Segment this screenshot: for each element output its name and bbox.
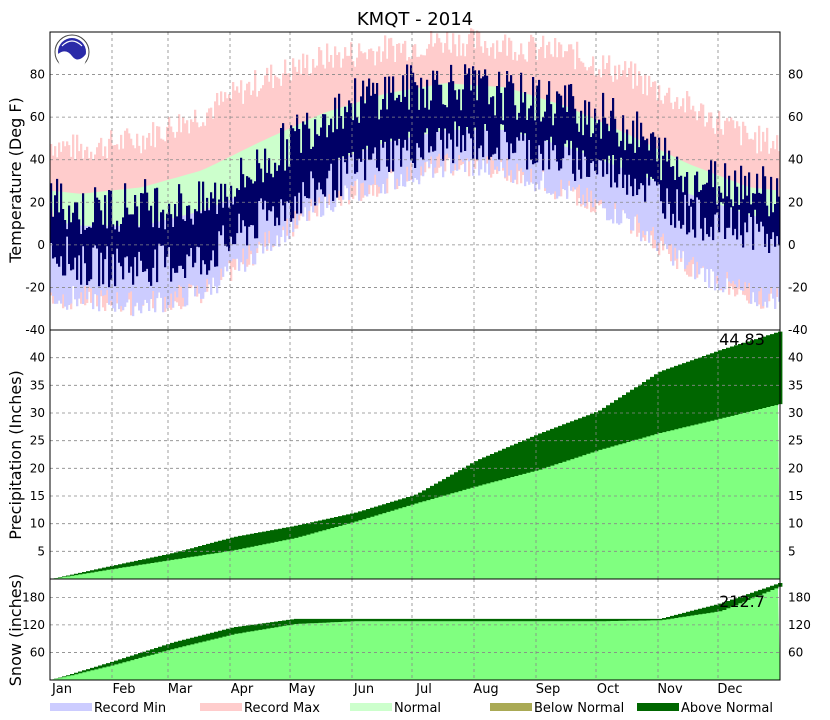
snow-tick-left-1: 120	[22, 618, 45, 632]
month-label-sep: Sep	[536, 682, 561, 697]
month-label-dec: Dec	[717, 682, 742, 697]
legend-label-0: Record Min	[94, 701, 166, 716]
precipitation-tick-left-7: 40	[30, 351, 45, 365]
precipitation-tick-left-3: 20	[30, 461, 45, 475]
legend-swatch-1	[200, 703, 242, 711]
snow-tick-right-2: 180	[788, 590, 811, 604]
precipitation-tick-left-5: 30	[30, 406, 45, 420]
snow-tick-right-0: 60	[788, 645, 803, 659]
precipitation-tick-right-5: 30	[788, 406, 803, 420]
legend-label-2: Normal	[394, 701, 441, 716]
normal-band	[50, 83, 780, 226]
month-label-apr: Apr	[231, 682, 254, 697]
snow-tick-left-0: 60	[30, 645, 45, 659]
precip-ylabel: Precipitation (Inches)	[6, 370, 25, 540]
month-label-jul: Jul	[415, 682, 432, 697]
temperature-tick-left-4: 40	[30, 153, 45, 167]
month-label-may: May	[289, 682, 316, 697]
panel-temperature: -40 -40 -20 -20 0 0 20 20 40 40 60 60 80 80	[25, 28, 808, 337]
snow-ylabel: Snow (inches)	[6, 574, 25, 686]
legend: Record Min Record Max Normal Below Normal Ab…	[50, 701, 773, 716]
temperature-tick-left-6: 80	[30, 68, 45, 82]
month-label-jun: Jun	[353, 682, 374, 697]
legend-label-3: Below Normal	[534, 701, 624, 716]
month-label-oct: Oct	[597, 682, 619, 697]
snow-tick-left-2: 180	[22, 590, 45, 604]
temperature-tick-left-1: -20	[25, 280, 45, 294]
legend-swatch-0	[50, 703, 92, 711]
legend-swatch-4	[637, 703, 679, 711]
precipitation-tick-left-4: 25	[30, 434, 45, 448]
precipitation-above-normal	[54, 331, 783, 579]
month-label-feb: Feb	[112, 682, 135, 697]
legend-label-1: Record Max	[244, 701, 320, 716]
observed-temps	[50, 64, 781, 288]
precipitation-tick-right-2: 15	[788, 489, 803, 503]
temperature-tick-right-3: 20	[788, 195, 803, 209]
snow-frame	[49, 578, 781, 681]
temp-ylabel: Temperature (Deg F)	[6, 97, 25, 264]
temperature-tick-right-6: 80	[788, 68, 803, 82]
panels-group: -40 -40 -20 -20 0 0 20 20 40 40 60 60 80 80 5 5 10 10 15 15…	[22, 28, 811, 697]
precipitation-tick-right-0: 5	[788, 544, 796, 558]
precipitation-tick-right-3: 20	[788, 461, 803, 475]
month-label-mar: Mar	[168, 682, 193, 697]
snow-final-label: 212.7	[719, 592, 765, 611]
temperature-tick-right-0: -40	[788, 323, 808, 337]
precipitation-tick-right-1: 10	[788, 517, 803, 531]
record-min-band	[50, 129, 781, 317]
snow-normal-area	[50, 586, 780, 680]
temperature-tick-right-1: -20	[788, 280, 808, 294]
temperature-tick-left-0: -40	[25, 323, 45, 337]
precipitation-tick-left-0: 5	[37, 544, 45, 558]
legend-swatch-3	[490, 703, 532, 711]
precipitation-tick-left-2: 15	[30, 489, 45, 503]
temperature-tick-right-5: 60	[788, 110, 803, 124]
precipitation-tick-right-4: 25	[788, 434, 803, 448]
temperature-tick-left-2: 0	[37, 238, 45, 252]
temperature-tick-right-2: 0	[788, 238, 796, 252]
precip-final-label: 44.83	[719, 330, 765, 349]
precipitation-tick-right-7: 40	[788, 351, 803, 365]
panel-precipitation: 5 5 10 10 15 15 20 20 25 25 30 30 35 35 40 40	[30, 329, 803, 580]
snow-tick-right-1: 120	[788, 618, 811, 632]
precipitation-tick-left-6: 35	[30, 378, 45, 392]
month-label-jan: Jan	[51, 682, 72, 697]
temperature-tick-right-4: 40	[788, 153, 803, 167]
precipitation-tick-right-6: 35	[788, 378, 803, 392]
temperature-tick-left-3: 20	[30, 195, 45, 209]
month-label-nov: Nov	[657, 682, 683, 697]
temperature-tick-left-5: 60	[30, 110, 45, 124]
chart-title: KMQT - 2014	[357, 9, 473, 30]
panel-snow: 60 60 120 120 180 180	[22, 578, 811, 681]
legend-label-4: Above Normal	[681, 701, 773, 716]
precipitation-normal-area	[50, 404, 780, 579]
noaa-logo	[54, 34, 90, 72]
precipitation-tick-left-1: 10	[30, 517, 45, 531]
legend-swatch-2	[350, 703, 392, 711]
month-label-aug: Aug	[473, 682, 498, 697]
